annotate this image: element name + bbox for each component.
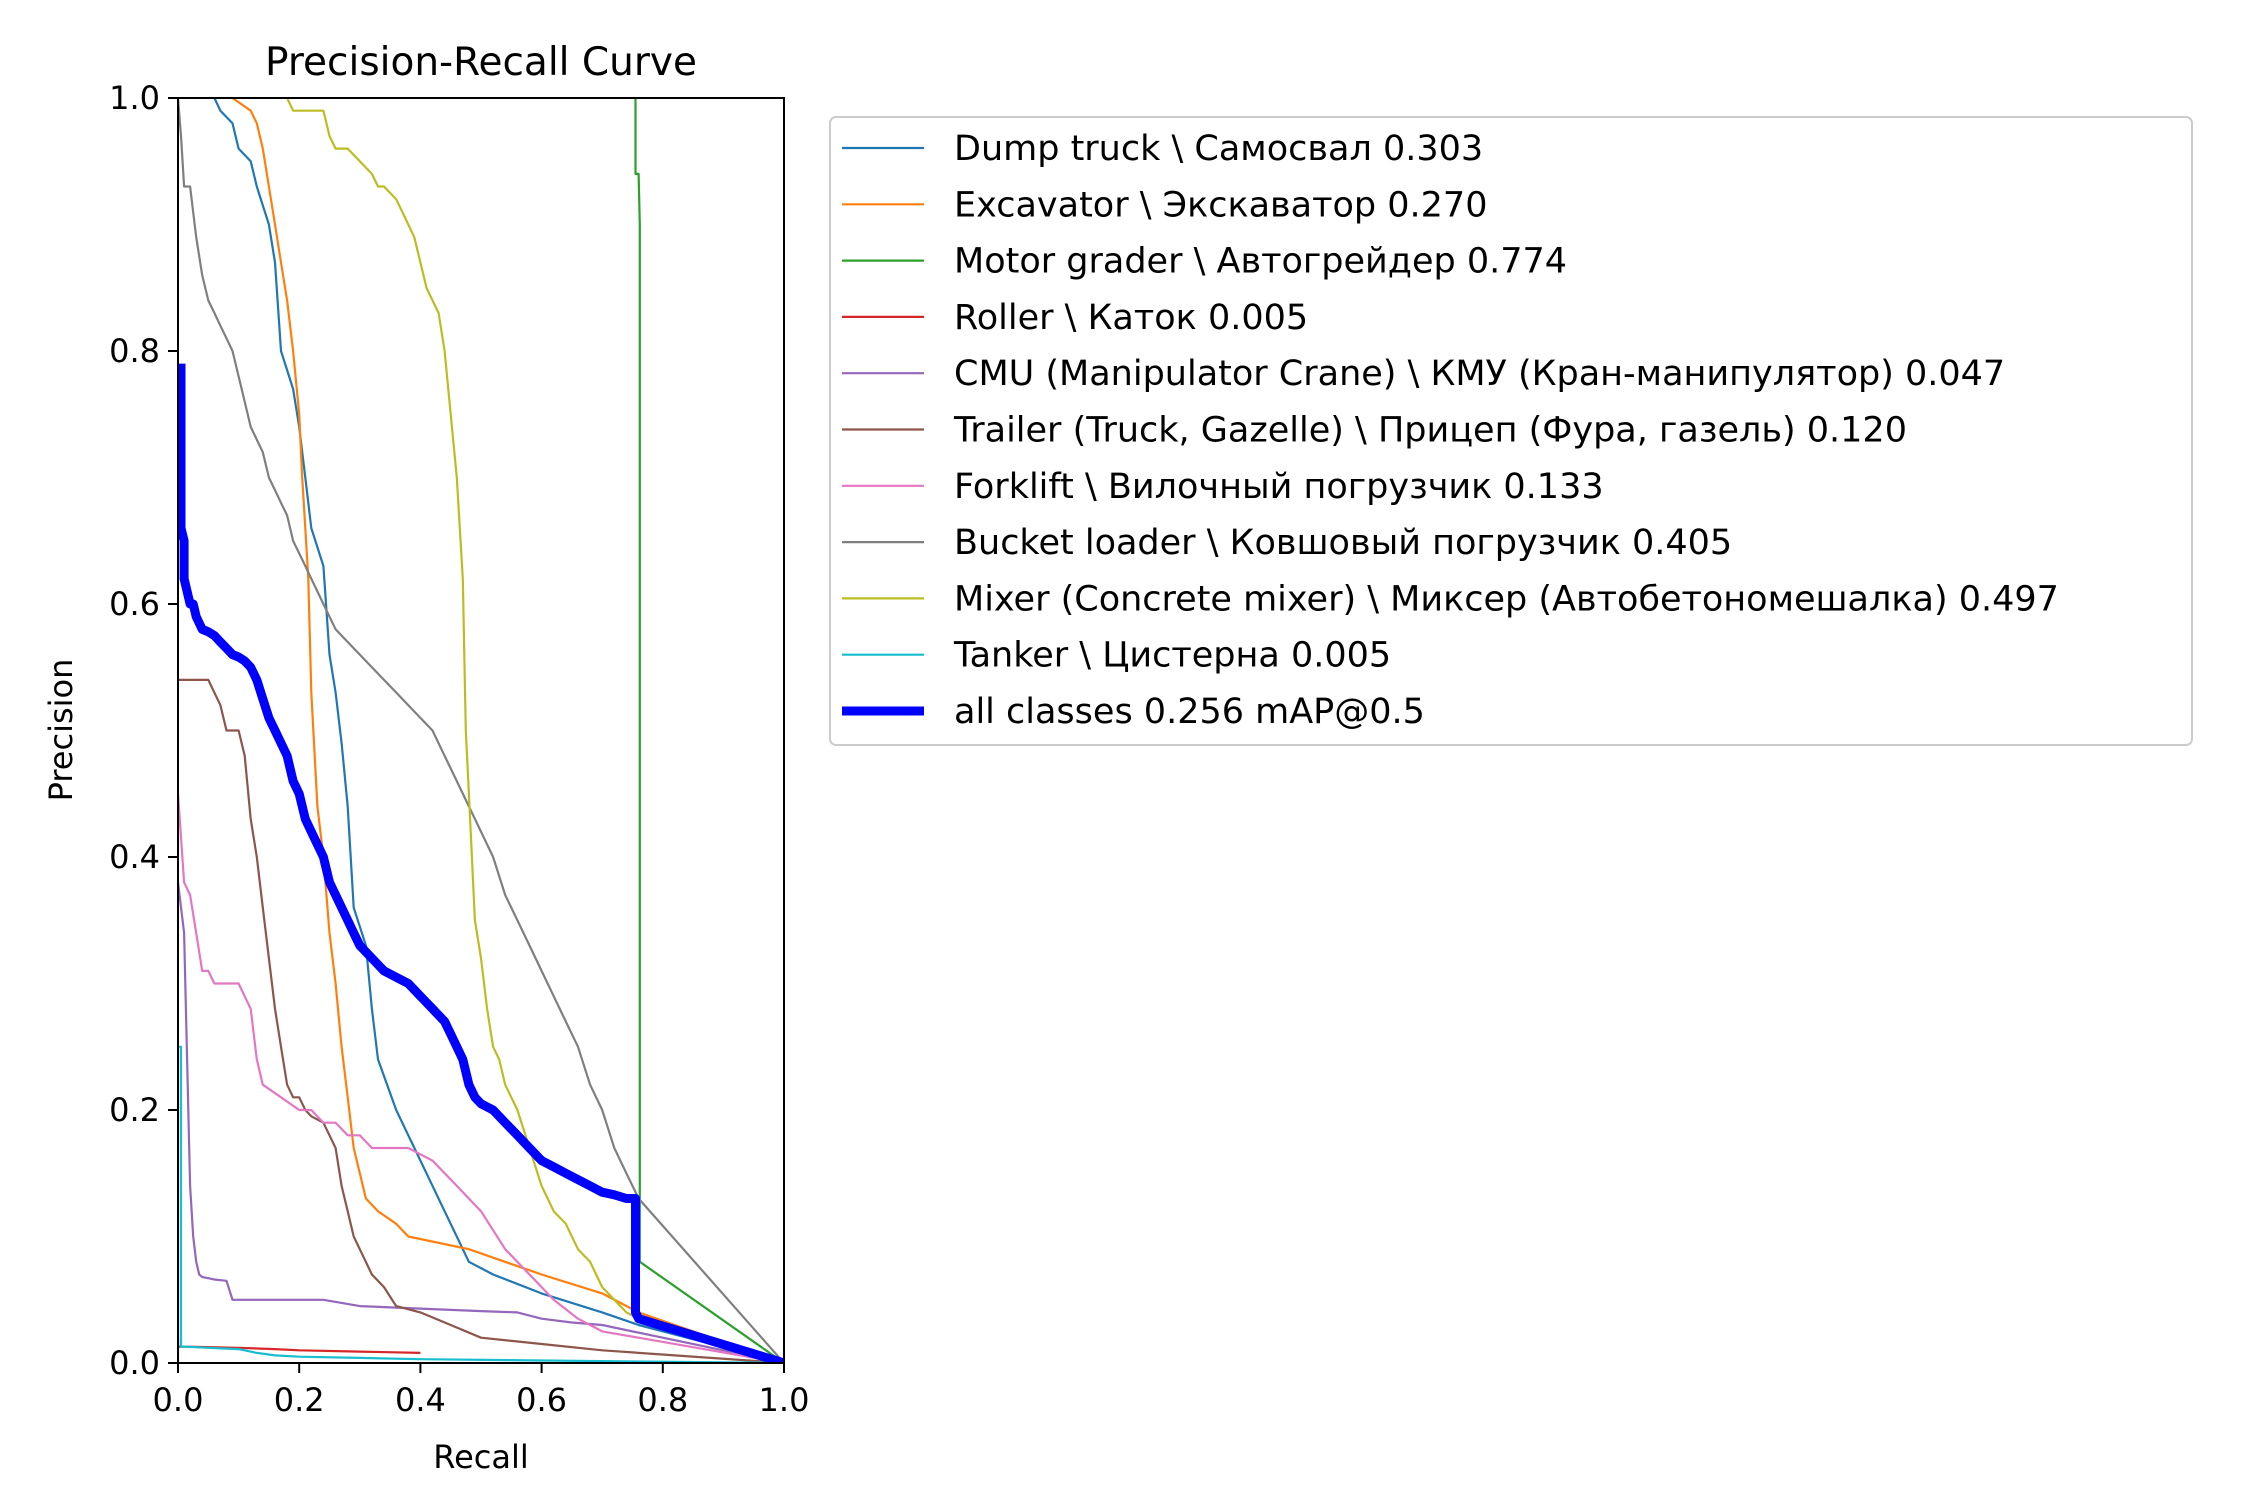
legend-label-9: Tanker \ Цистерна 0.005	[953, 636, 1391, 676]
series-line-8	[286, 98, 640, 1320]
x-tick-label: 0.2	[274, 1381, 325, 1419]
plot-frame	[177, 97, 785, 1364]
chart-title: Precision-Recall Curve	[265, 40, 697, 85]
y-tick-label: 0.4	[109, 838, 160, 876]
legend-label-6: Forklift \ Вилочный погрузчик 0.133	[954, 467, 1604, 507]
legend-label-5: Trailer (Truck, Gazelle) \ Прицеп (Фура,…	[953, 411, 1907, 451]
legend-label-1: Excavator \ Экскаватор 0.270	[954, 185, 1487, 225]
y-tick-label: 0.8	[109, 332, 160, 370]
series-line-9	[178, 1045, 784, 1363]
series-layer	[178, 98, 784, 1363]
legend-label-3: Roller \ Каток 0.005	[954, 298, 1308, 338]
x-tick-label: 0.6	[516, 1381, 567, 1419]
legend: Dump truck \ Самосвал 0.303 Excavator \ Э…	[829, 116, 2193, 746]
x-tick-label: 1.0	[759, 1381, 810, 1419]
x-tick-label: 0.0	[153, 1381, 204, 1419]
series-line-2	[634, 98, 784, 1363]
series-line-0	[213, 98, 784, 1363]
legend-frame	[829, 116, 2193, 746]
legend-label-2: Motor grader \ Автогрейдер 0.774	[954, 242, 1567, 282]
y-tick-label: 0.0	[109, 1344, 160, 1382]
legend-label-4: CMU (Manipulator Crane) \ КМУ (Кран-мани…	[954, 354, 2005, 394]
y-tick-label: 0.2	[109, 1091, 160, 1129]
x-axis: 0.0 0.2 0.4 0.6 0.8 1.0	[153, 1363, 810, 1419]
y-tick-label: 1.0	[109, 79, 160, 117]
x-axis-label: Recall	[433, 1438, 528, 1476]
series-line-10	[178, 363, 784, 1363]
legend-label-8: Mixer (Concrete mixer) \ Миксер (Автобет…	[954, 579, 2059, 619]
y-axis: 0.0 0.2 0.4 0.6 0.8 1.0	[109, 79, 178, 1382]
legend-label-0: Dump truck \ Самосвал 0.303	[954, 129, 1483, 169]
x-tick-label: 0.8	[637, 1381, 688, 1419]
series-line-7	[178, 98, 784, 1363]
series-line-1	[231, 98, 784, 1363]
series-line-3	[178, 1337, 421, 1354]
y-tick-label: 0.6	[109, 585, 160, 623]
series-line-4	[178, 882, 784, 1363]
legend-label-10: all classes 0.256 mAP@0.5	[954, 692, 1425, 732]
y-axis-label: Precision	[42, 659, 80, 802]
x-tick-label: 0.4	[395, 1381, 446, 1419]
legend-label-7: Bucket loader \ Ковшовый погрузчик 0.405	[954, 523, 1732, 563]
series-line-6	[178, 793, 784, 1363]
